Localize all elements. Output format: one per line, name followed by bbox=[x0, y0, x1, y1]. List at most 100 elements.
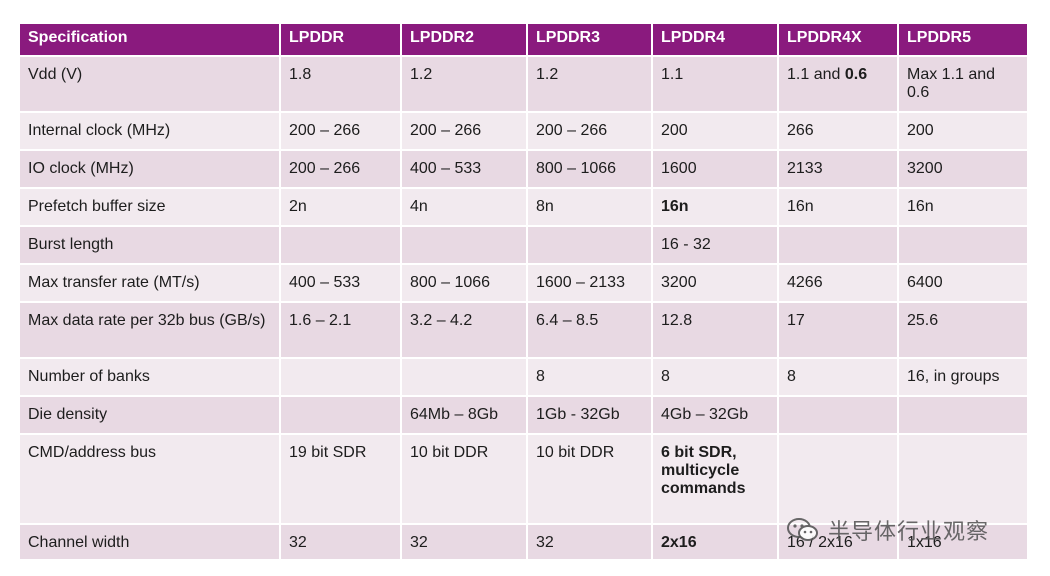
row-label: Channel width bbox=[20, 524, 281, 561]
table-cell: 4Gb – 32Gb bbox=[652, 396, 779, 435]
table-cell: 400 – 533 bbox=[280, 264, 402, 303]
table-cell: Max 1.1 and 0.6 bbox=[898, 56, 1027, 113]
table-cell: 16 / 2x16 bbox=[778, 524, 899, 561]
table-cell bbox=[401, 358, 528, 397]
table-cell: 200 bbox=[652, 112, 779, 151]
table-cell: 16 - 32 bbox=[652, 226, 779, 265]
row-label: IO clock (MHz) bbox=[20, 150, 281, 189]
table-cell: 8n bbox=[527, 188, 653, 227]
table-cell: 1600 – 2133 bbox=[527, 264, 653, 303]
table-cell: 4266 bbox=[778, 264, 899, 303]
table-cell: 32 bbox=[401, 524, 528, 561]
row-label: Max transfer rate (MT/s) bbox=[20, 264, 281, 303]
table-cell: 32 bbox=[280, 524, 402, 561]
table-cell: 6 bit SDR, multicycle commands bbox=[652, 434, 779, 525]
table-cell: 8 bbox=[527, 358, 653, 397]
table-cell: 1x16 bbox=[898, 524, 1027, 561]
cell-bold-value: 0.6 bbox=[844, 66, 868, 83]
table-cell: 2n bbox=[280, 188, 402, 227]
table-cell: 1Gb - 32Gb bbox=[527, 396, 653, 435]
table-cell: 200 bbox=[898, 112, 1027, 151]
row-label: Internal clock (MHz) bbox=[20, 112, 281, 151]
table-cell: 200 – 266 bbox=[280, 150, 402, 189]
table-cell: 4n bbox=[401, 188, 528, 227]
table-cell: 12.8 bbox=[652, 302, 779, 359]
table-cell: 19 bit SDR bbox=[280, 434, 402, 525]
table-cell bbox=[280, 396, 402, 435]
table-cell: 10 bit DDR bbox=[401, 434, 528, 525]
table-cell: 1.8 bbox=[280, 56, 402, 113]
row-max-data-rate: Max data rate per 32b bus (GB/s) 1.6 – 2… bbox=[20, 302, 1027, 359]
table-cell: 266 bbox=[778, 112, 899, 151]
row-prefetch: Prefetch buffer size 2n 4n 8n 16n 16n 16… bbox=[20, 188, 1027, 227]
table-cell bbox=[280, 226, 402, 265]
table-cell: 800 – 1066 bbox=[401, 264, 528, 303]
row-internal-clock: Internal clock (MHz) 200 – 266 200 – 266… bbox=[20, 112, 1027, 151]
table-cell: 800 – 1066 bbox=[527, 150, 653, 189]
table-cell: 200 – 266 bbox=[401, 112, 528, 151]
watermark: 半导体行业观察 bbox=[786, 514, 989, 546]
row-vdd: Vdd (V) 1.8 1.2 1.2 1.1 1.1 and 0.6 Max … bbox=[20, 56, 1027, 113]
header-lpddr4x: LPDDR4X bbox=[778, 24, 899, 57]
table-cell: 3.2 – 4.2 bbox=[401, 302, 528, 359]
header-lpddr5: LPDDR5 bbox=[898, 24, 1027, 57]
table-cell bbox=[778, 434, 899, 525]
table-cell: 400 – 533 bbox=[401, 150, 528, 189]
table-cell: 2133 bbox=[778, 150, 899, 189]
table-cell: 2x16 bbox=[652, 524, 779, 561]
table-cell: 8 bbox=[652, 358, 779, 397]
row-label: Die density bbox=[20, 396, 281, 435]
table-cell: 64Mb – 8Gb bbox=[401, 396, 528, 435]
table-cell: 10 bit DDR bbox=[527, 434, 653, 525]
table-cell bbox=[898, 226, 1027, 265]
table-cell: 6.4 – 8.5 bbox=[527, 302, 653, 359]
row-label: Prefetch buffer size bbox=[20, 188, 281, 227]
table-cell bbox=[778, 226, 899, 265]
header-specification: Specification bbox=[20, 24, 281, 57]
table-cell bbox=[778, 396, 899, 435]
table-cell: 200 – 266 bbox=[527, 112, 653, 151]
row-cmd-address-bus: CMD/address bus 19 bit SDR 10 bit DDR 10… bbox=[20, 434, 1027, 525]
table-cell bbox=[527, 226, 653, 265]
row-label: Burst length bbox=[20, 226, 281, 265]
table-cell: 3200 bbox=[898, 150, 1027, 189]
table-cell bbox=[898, 396, 1027, 435]
row-max-transfer-rate: Max transfer rate (MT/s) 400 – 533 800 –… bbox=[20, 264, 1027, 303]
header-row: Specification LPDDR LPDDR2 LPDDR3 LPDDR4… bbox=[20, 24, 1027, 57]
header-lpddr4: LPDDR4 bbox=[652, 24, 779, 57]
header-lpddr3: LPDDR3 bbox=[527, 24, 653, 57]
table-cell: 16n bbox=[652, 188, 779, 227]
table-cell: 16n bbox=[898, 188, 1027, 227]
row-io-clock: IO clock (MHz) 200 – 266 400 – 533 800 –… bbox=[20, 150, 1027, 189]
table-cell bbox=[401, 226, 528, 265]
header-lpddr: LPDDR bbox=[280, 24, 402, 57]
table-cell: 1.1 bbox=[652, 56, 779, 113]
cell-text: 1.1 and bbox=[787, 66, 841, 83]
row-channel-width: Channel width 32 32 32 2x16 16 / 2x16 1x… bbox=[20, 524, 1027, 561]
row-die-density: Die density 64Mb – 8Gb 1Gb - 32Gb 4Gb – … bbox=[20, 396, 1027, 435]
table-cell: 200 – 266 bbox=[280, 112, 402, 151]
row-label: Max data rate per 32b bus (GB/s) bbox=[20, 302, 281, 359]
row-burst-length: Burst length 16 - 32 bbox=[20, 226, 1027, 265]
table-cell bbox=[898, 434, 1027, 525]
table-cell: 8 bbox=[778, 358, 899, 397]
table-cell: 25.6 bbox=[898, 302, 1027, 359]
row-label: CMD/address bus bbox=[20, 434, 281, 525]
table-cell: 1600 bbox=[652, 150, 779, 189]
watermark-text: 半导体行业观察 bbox=[828, 519, 990, 544]
table-cell: 17 bbox=[778, 302, 899, 359]
table-cell: 16, in groups bbox=[898, 358, 1027, 397]
table-cell: 1.2 bbox=[527, 56, 653, 113]
wechat-icon bbox=[787, 518, 818, 541]
row-number-of-banks: Number of banks 8 8 8 16, in groups bbox=[20, 358, 1027, 397]
table-cell: 1.2 bbox=[401, 56, 528, 113]
row-label: Vdd (V) bbox=[20, 56, 281, 113]
lpddr-spec-table: Specification LPDDR LPDDR2 LPDDR3 LPDDR4… bbox=[20, 24, 1027, 561]
row-label: Number of banks bbox=[20, 358, 281, 397]
header-lpddr2: LPDDR2 bbox=[401, 24, 528, 57]
table-cell bbox=[280, 358, 402, 397]
table-cell: 1.1 and 0.6 bbox=[778, 56, 899, 113]
table-cell: 6400 bbox=[898, 264, 1027, 303]
table-cell: 1.6 – 2.1 bbox=[280, 302, 402, 359]
table-cell: 16n bbox=[778, 188, 899, 227]
